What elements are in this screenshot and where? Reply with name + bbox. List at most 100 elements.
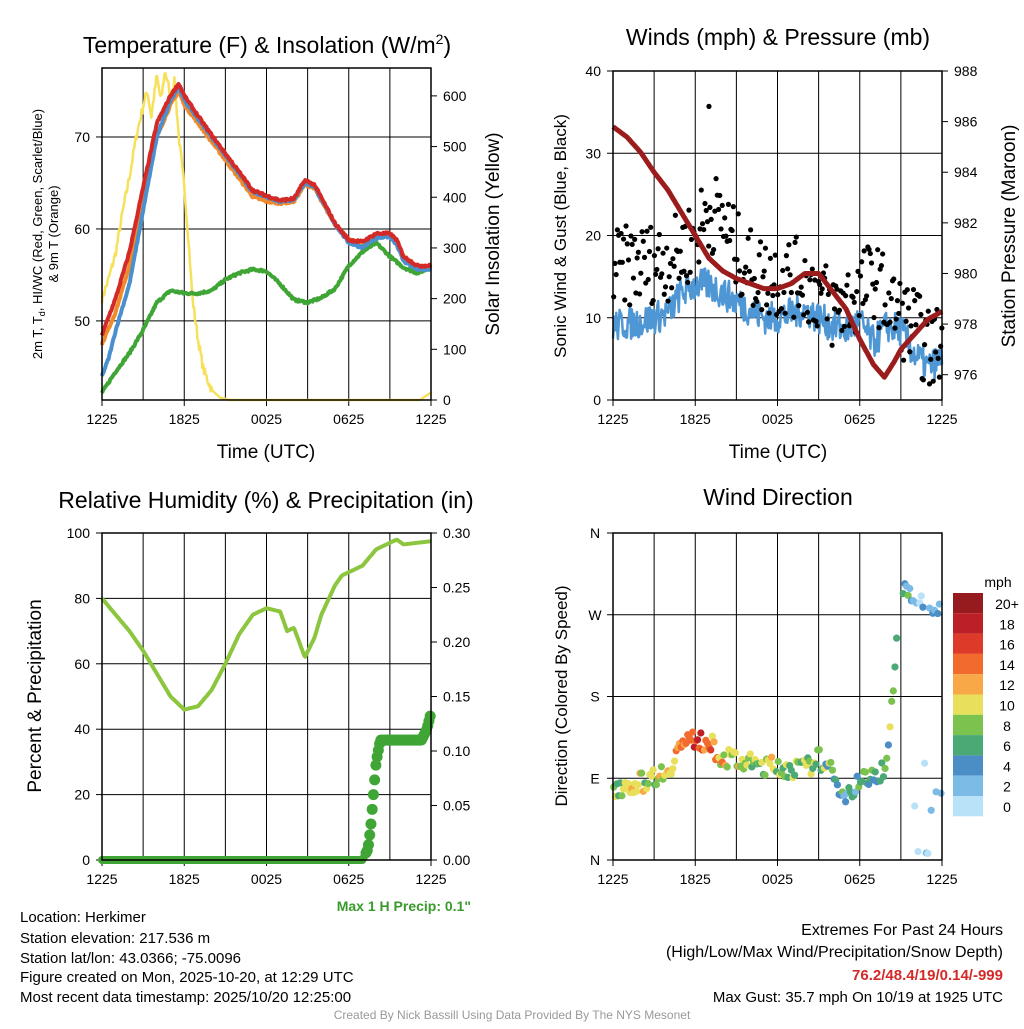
- gust-point: [750, 302, 756, 308]
- legend-label: 10: [999, 698, 1015, 714]
- gust-point: [829, 342, 835, 348]
- gust-point: [888, 295, 894, 302]
- y-tick-label: N: [590, 525, 600, 541]
- gust-point: [660, 250, 666, 256]
- gust-point: [765, 290, 771, 296]
- gust-point: [730, 204, 736, 210]
- y-tick-label: E: [590, 770, 599, 786]
- legend-swatch: [953, 796, 983, 817]
- direction-point: [689, 728, 697, 736]
- gust-point: [627, 302, 633, 308]
- x-tick-label: 1225: [926, 871, 957, 887]
- gust-point: [866, 246, 872, 252]
- gust-point: [677, 248, 683, 254]
- gust-point: [910, 286, 917, 293]
- gust-point: [839, 327, 845, 334]
- series-line-station-pressure: [611, 124, 944, 380]
- gust-point: [802, 257, 808, 264]
- direction-point: [708, 732, 716, 740]
- y2-tick-label: 976: [954, 367, 978, 383]
- gust-point: [665, 298, 671, 304]
- direction-point: [720, 751, 728, 759]
- gust-point: [656, 231, 662, 238]
- direction-chart-title: Wind Direction: [703, 484, 853, 510]
- direction-point: [723, 763, 731, 771]
- info-latlon: Station lat/lon: 43.0366; -75.0096: [20, 950, 241, 967]
- extremes-subtitle: (High/Low/Max Wind/Precipitation/Snow De…: [666, 944, 1003, 961]
- gust-point: [933, 349, 939, 355]
- direction-point: [888, 697, 896, 705]
- direction-point: [914, 848, 922, 856]
- direction-point: [634, 781, 642, 789]
- gust-point: [699, 221, 706, 227]
- precip-point: [362, 839, 374, 851]
- gust-point: [908, 323, 914, 329]
- direction-point: [853, 772, 861, 780]
- gust-point: [871, 314, 877, 321]
- y-tick-label: 60: [74, 221, 90, 237]
- wind-chart-title: Winds (mph) & Pressure (mb): [626, 24, 930, 50]
- gust-point: [786, 242, 792, 248]
- direction-point: [669, 765, 677, 773]
- direction-point: [842, 798, 850, 806]
- gust-point: [823, 263, 829, 269]
- y2-tick-label: 200: [443, 291, 467, 307]
- y2-tick-label: 0.05: [443, 798, 470, 814]
- max-gust-point: [706, 103, 712, 109]
- gust-point: [666, 274, 672, 280]
- direction-point: [791, 771, 799, 779]
- gust-point: [619, 259, 625, 265]
- gust-point: [644, 228, 650, 234]
- gust-point: [861, 248, 867, 254]
- gust-point: [719, 202, 725, 209]
- direction-point: [919, 603, 927, 611]
- y-tick-label: 40: [585, 63, 601, 79]
- gust-point: [843, 293, 849, 299]
- legend-label: 14: [999, 657, 1015, 673]
- gust-point: [636, 291, 643, 297]
- gust-point: [836, 307, 843, 313]
- gust-point: [782, 310, 788, 316]
- direction-point: [924, 849, 932, 858]
- pressure-y2-label: Station Pressure (Maroon): [999, 125, 1020, 348]
- gust-point: [755, 289, 761, 296]
- direction-point: [879, 773, 888, 781]
- direction-point: [693, 736, 702, 744]
- direction-point: [934, 609, 942, 618]
- gust-point: [741, 270, 748, 276]
- gust-point: [613, 271, 619, 278]
- gust-point: [746, 268, 752, 274]
- gust-point: [831, 306, 838, 312]
- gust-point: [761, 268, 767, 274]
- direction-point: [833, 781, 842, 789]
- legend-swatch: [953, 694, 983, 715]
- gust-point: [754, 298, 760, 305]
- gust-point: [767, 255, 773, 261]
- gust-point: [809, 266, 815, 272]
- series-group: [100, 71, 433, 402]
- gust-point: [650, 297, 656, 304]
- gust-point: [796, 303, 802, 309]
- panel-2: [96, 532, 437, 866]
- gust-point: [896, 310, 902, 317]
- legend-swatch: [953, 593, 983, 614]
- x-tick-label: 0625: [333, 871, 364, 887]
- direction-point: [871, 768, 879, 776]
- gust-point: [920, 377, 926, 383]
- y2-tick-label: 988: [954, 63, 978, 79]
- gust-point: [887, 319, 893, 325]
- gust-point: [640, 238, 646, 244]
- plot-frame: [612, 70, 943, 401]
- plot-frame: [101, 67, 432, 401]
- gust-point: [729, 227, 735, 234]
- gust-point: [734, 257, 740, 263]
- precip-point: [364, 829, 376, 841]
- x-tick-label: 1225: [415, 871, 446, 887]
- gust-point: [756, 252, 762, 258]
- gust-point: [787, 272, 793, 278]
- gust-point: [913, 322, 919, 328]
- info-created: Figure created on Mon, 2025-10-20, at 12…: [20, 969, 354, 986]
- gust-point: [817, 282, 823, 288]
- direction-point: [761, 771, 769, 779]
